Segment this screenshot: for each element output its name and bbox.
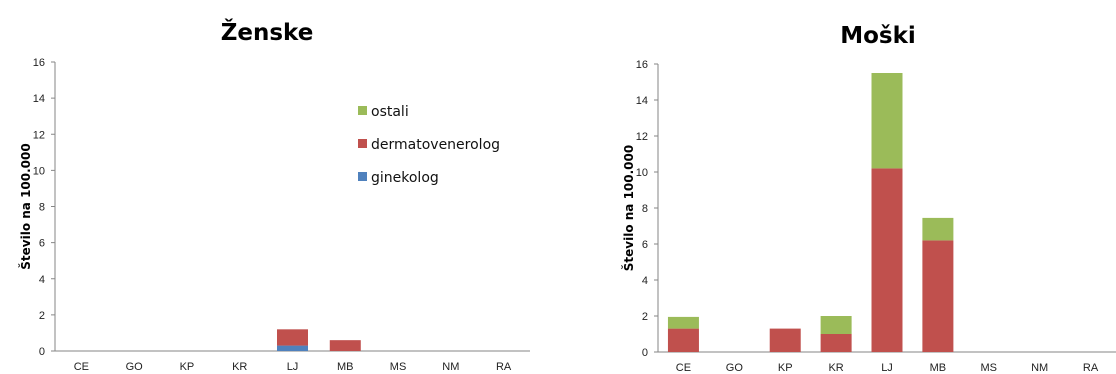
legend-label: dermatovenerolog: [371, 137, 500, 153]
y-tick-label: 4: [642, 275, 648, 287]
y-tick-label: 12: [636, 131, 648, 143]
y-tick-label: 0: [642, 347, 648, 359]
x-tick-label: MB: [337, 361, 354, 373]
y-tick-label: 2: [642, 311, 648, 323]
legend-label: ginekolog: [371, 170, 439, 186]
y-tick-label: 14: [636, 95, 648, 107]
y-tick-label: 10: [33, 165, 45, 177]
bar-segment: [820, 334, 852, 352]
x-tick-label: MB: [930, 362, 947, 374]
x-tick-label: MS: [981, 362, 998, 374]
y-tick-label: 10: [636, 167, 648, 179]
x-tick-label: LJ: [287, 361, 299, 373]
y-tick-label: 8: [642, 203, 648, 215]
y-axis-label: Število na 100.000: [18, 143, 33, 269]
bar-segment: [329, 340, 361, 351]
chart-moski-svg: Moški Število na 100.000 0 2 4 6 8 10 12 14 16 CE GO…: [621, 23, 1116, 374]
x-tick-label: LJ: [881, 362, 893, 374]
y-tick-label: 14: [33, 93, 45, 105]
x-tick-label: KP: [778, 362, 793, 374]
x-tick-label: KR: [828, 362, 843, 374]
legend-swatch: [358, 106, 367, 115]
bar-segment: [277, 345, 308, 351]
y-tick-label: 4: [39, 274, 45, 286]
x-tick-label: MS: [390, 361, 407, 373]
y-tick-label: 6: [642, 239, 648, 251]
bar-segment: [769, 328, 801, 352]
bar-segment: [922, 240, 954, 352]
x-tick-label: CE: [676, 362, 691, 374]
chart-zenske-svg: Ženske Število na 100.000 0 2 4 6 8 10 12 14 16 CE G…: [18, 18, 530, 373]
bar-segment: [667, 328, 699, 352]
x-tick-label: RA: [496, 361, 512, 373]
bar-segment: [871, 168, 903, 352]
x-tick-label: GO: [726, 362, 744, 374]
y-axis-label: Število na 100.000: [621, 145, 636, 271]
y-tick-label: 16: [33, 57, 45, 69]
x-tick-label: CE: [74, 361, 89, 373]
y-tick-label: 0: [39, 346, 45, 358]
chart-title: Ženske: [221, 18, 314, 46]
y-tick-label: 2: [39, 310, 45, 322]
x-tick-label: NM: [442, 361, 459, 373]
legend-swatch: [358, 139, 367, 148]
x-tick-label: GO: [126, 361, 144, 373]
chart-title: Moški: [840, 23, 916, 49]
bar-segment: [922, 217, 954, 241]
bar-segment: [871, 73, 903, 169]
x-tick-label: NM: [1031, 362, 1048, 374]
chart-moski: Moški Število na 100.000 0 2 4 6 8 10 12 14 16 CE GO…: [558, 0, 1116, 374]
y-tick-label: 6: [39, 238, 45, 250]
y-tick-label: 12: [33, 129, 45, 141]
y-tick-label: 8: [39, 202, 45, 214]
x-tick-label: RA: [1083, 362, 1099, 374]
bar-segment: [277, 329, 308, 346]
bar-segment: [820, 316, 852, 334]
legend-swatch: [358, 172, 367, 181]
x-tick-label: KR: [232, 361, 247, 373]
y-tick-label: 16: [636, 59, 648, 71]
legend-label: ostali: [371, 104, 409, 120]
bar-segment: [667, 316, 699, 329]
x-tick-label: KP: [180, 361, 195, 373]
chart-zenske: Ženske Število na 100.000 0 2 4 6 8 10 12 14 16 CE G…: [18, 18, 530, 373]
